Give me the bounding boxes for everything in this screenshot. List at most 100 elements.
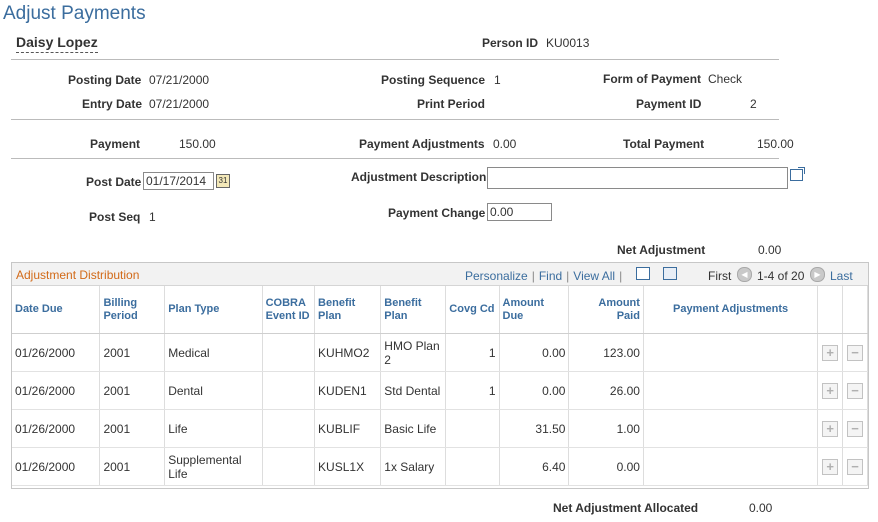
table-header-row: Date Due Billing Period Plan Type COBRA …	[12, 286, 868, 334]
delete-row-icon[interactable]: −	[847, 458, 864, 475]
personalize-link[interactable]: Personalize	[465, 269, 528, 283]
cell-date-due: 01/26/2000	[12, 409, 101, 448]
col-covg-cd[interactable]: Covg Cd	[445, 286, 500, 334]
form-of-payment-value: Check	[708, 72, 743, 86]
add-row-icon[interactable]: +	[822, 382, 839, 399]
col-amount-due[interactable]: Amount Due	[499, 286, 570, 334]
view-all-link[interactable]: View All	[573, 269, 616, 283]
col-billing-period[interactable]: Billing Period	[99, 286, 166, 334]
col-amount-paid[interactable]: Amount Paid	[568, 286, 644, 334]
adjustment-distribution-grid: Adjustment Distribution Personalize | Find…	[11, 262, 869, 489]
download-grid-icon[interactable]	[663, 267, 677, 280]
grid-title: Adjustment Distribution	[16, 268, 140, 282]
col-delete	[842, 286, 868, 334]
cell-amount-paid: 26.00	[568, 371, 644, 410]
page-title: Adjust Payments	[3, 3, 146, 24]
add-row-icon[interactable]: +	[822, 344, 839, 361]
find-link[interactable]: Find	[538, 269, 563, 283]
cell-plan-type: Supplemental Life	[164, 447, 263, 486]
adjustment-table: Date Due Billing Period Plan Type COBRA …	[12, 286, 868, 486]
posting-date-label: Posting Date	[68, 73, 142, 87]
cell-delete: −	[842, 333, 868, 372]
cell-amount-due: 0.00	[499, 371, 570, 410]
net-adjustment-label: Net Adjustment	[617, 243, 706, 257]
add-row-icon[interactable]: +	[822, 420, 839, 437]
cell-amount-paid: 1.00	[568, 409, 644, 448]
post-date-label: Post Date	[86, 175, 142, 189]
cell-amount-due: 0.00	[499, 333, 570, 372]
cell-billing-period: 2001	[99, 447, 166, 486]
net-adjustment-allocated-value: 0.00	[749, 501, 773, 515]
col-plan-type[interactable]: Plan Type	[164, 286, 263, 334]
table-row: 01/26/2000 2001 Life KUBLIF Basic Life 3…	[12, 409, 868, 448]
cell-payment-adjustments[interactable]	[643, 409, 819, 448]
previous-icon[interactable]: ◀	[737, 267, 752, 282]
cell-add: +	[817, 409, 844, 448]
cell-add: +	[817, 447, 844, 486]
payment-id-label: Payment ID	[636, 97, 702, 111]
cell-covg-cd: 1	[445, 333, 500, 372]
cell-payment-adjustments[interactable]	[643, 371, 819, 410]
next-icon[interactable]: ▶	[810, 267, 825, 282]
post-date-input[interactable]: 01/17/2014	[143, 172, 214, 190]
table-row: 01/26/2000 2001 Supplemental Life KUSL1X…	[12, 447, 868, 486]
payment-change-label: Payment Change	[388, 206, 486, 220]
print-period-label: Print Period	[417, 97, 486, 111]
cell-benefit-plan: KUDEN1	[314, 371, 382, 410]
cell-add: +	[817, 371, 844, 410]
adjustment-description-input[interactable]	[487, 167, 788, 189]
posting-date-value: 07/21/2000	[149, 73, 210, 87]
add-row-icon[interactable]: +	[822, 458, 839, 475]
cell-benefit-plan: KUBLIF	[314, 409, 382, 448]
cell-benefit-plan-desc: 1x Salary	[380, 447, 447, 486]
cell-amount-paid: 0.00	[568, 447, 644, 486]
cell-benefit-plan: KUSL1X	[314, 447, 382, 486]
cell-benefit-plan-desc: HMO Plan 2	[380, 333, 447, 372]
cell-plan-type: Dental	[164, 371, 263, 410]
entry-date-label: Entry Date	[82, 97, 143, 111]
payment-id-value: 2	[750, 97, 757, 111]
payment-change-input[interactable]: 0.00	[487, 203, 552, 221]
form-of-payment-label: Form of Payment	[603, 72, 702, 86]
total-payment-value: 150.00	[757, 137, 794, 151]
cell-payment-adjustments[interactable]	[643, 447, 819, 486]
cell-add: +	[817, 333, 844, 372]
posting-sequence-label: Posting Sequence	[381, 73, 486, 87]
net-adjustment-value: 0.00	[758, 243, 782, 257]
net-adjustment-allocated-label: Net Adjustment Allocated	[553, 501, 699, 515]
post-seq-label: Post Seq	[89, 210, 141, 224]
first-label: First	[708, 269, 732, 283]
cell-benefit-plan: KUHMO2	[314, 333, 382, 372]
cell-date-due: 01/26/2000	[12, 333, 101, 372]
cell-delete: −	[842, 447, 868, 486]
cell-covg-cd	[445, 447, 500, 486]
delete-row-icon[interactable]: −	[847, 344, 864, 361]
col-benefit-plan-desc[interactable]: Benefit Plan	[380, 286, 447, 334]
cell-delete: −	[842, 409, 868, 448]
col-benefit-plan[interactable]: Benefit Plan	[314, 286, 382, 334]
calendar-icon[interactable]: 31	[216, 174, 230, 188]
divider	[11, 59, 779, 60]
divider	[11, 158, 779, 159]
delete-row-icon[interactable]: −	[847, 420, 864, 437]
cell-date-due: 01/26/2000	[12, 447, 101, 486]
person-id-value: KU0013	[546, 36, 590, 50]
cell-billing-period: 2001	[99, 371, 166, 410]
entry-date-value: 07/21/2000	[149, 97, 210, 111]
cell-benefit-plan-desc: Std Dental	[380, 371, 447, 410]
col-cobra-event-id[interactable]: COBRA Event ID	[262, 286, 316, 334]
cell-covg-cd	[445, 409, 500, 448]
last-link[interactable]: Last	[830, 269, 853, 283]
cell-covg-cd: 1	[445, 371, 500, 410]
col-date-due[interactable]: Date Due	[12, 286, 101, 334]
delete-row-icon[interactable]: −	[847, 382, 864, 399]
expand-field-icon[interactable]	[790, 167, 805, 181]
payment-adjustments-value: 0.00	[493, 137, 517, 151]
cell-payment-adjustments[interactable]	[643, 333, 819, 372]
cell-benefit-plan-desc: Basic Life	[380, 409, 447, 448]
total-payment-label: Total Payment	[623, 137, 705, 151]
payment-value: 150.00	[179, 137, 216, 151]
col-payment-adjustments[interactable]: Payment Adjustments	[643, 286, 819, 334]
zoom-icon[interactable]	[636, 267, 650, 280]
cell-amount-due: 6.40	[499, 447, 570, 486]
